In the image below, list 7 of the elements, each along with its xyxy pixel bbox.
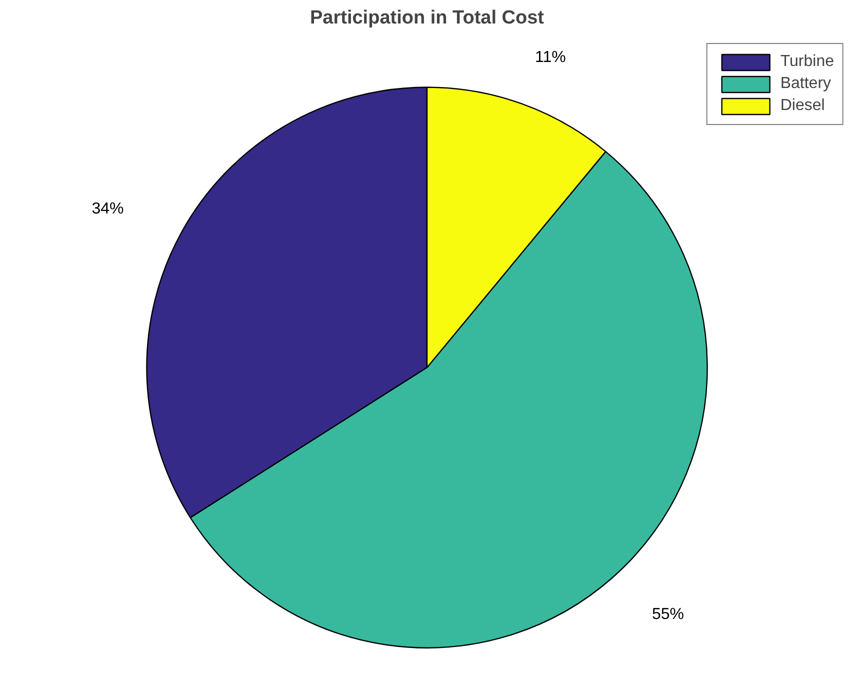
legend-label: Turbine	[780, 53, 834, 71]
data-label: 11%	[535, 49, 566, 66]
data-label: 55%	[652, 606, 684, 624]
legend-label: Diesel	[780, 97, 825, 115]
chart-title: Participation in Total Cost	[310, 8, 545, 28]
data-label: 34%	[92, 200, 124, 218]
legend-label: Battery	[780, 75, 832, 93]
